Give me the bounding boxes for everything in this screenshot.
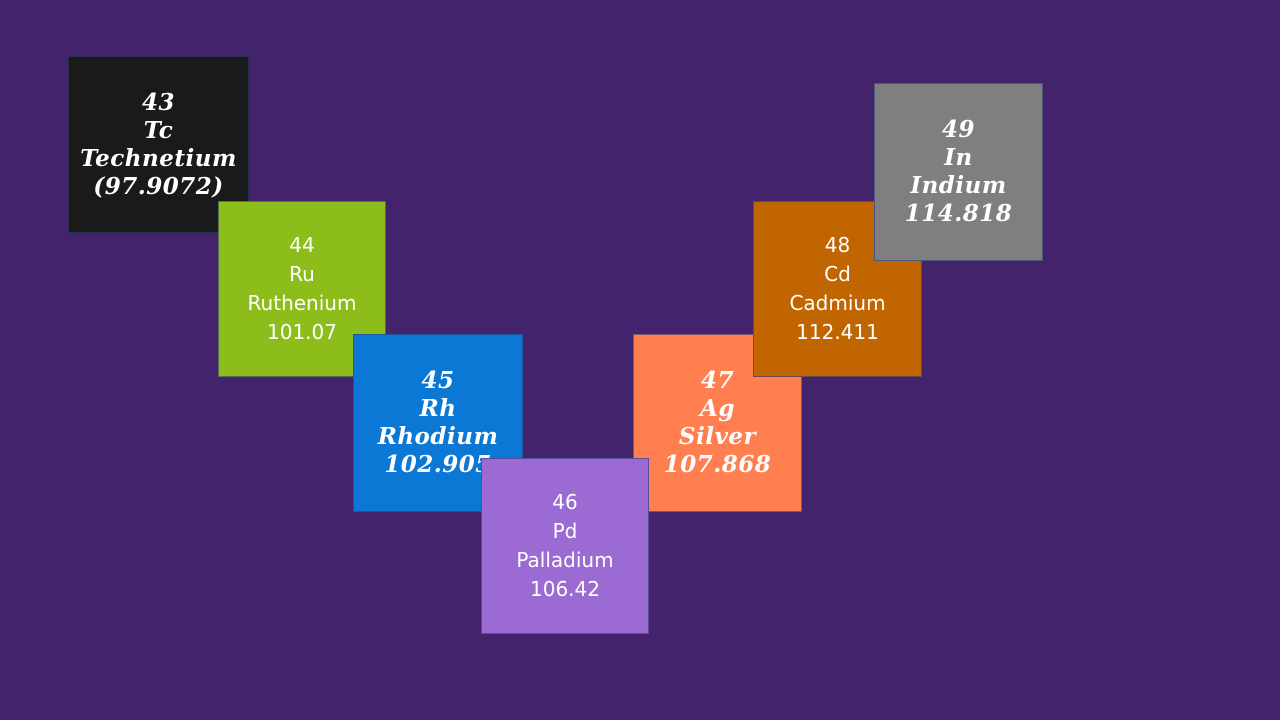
element-tile-ruthenium: 44 Ru Ruthenium 101.07	[218, 201, 386, 377]
element-tile-cadmium: 48 Cd Cadmium 112.411	[753, 201, 922, 377]
element-tile-technetium: 43 Tc Technetium (97.9072)	[68, 56, 249, 233]
atomic-mass: 101.07	[267, 320, 337, 344]
atomic-mass: 112.411	[796, 320, 879, 344]
element-name: Technetium	[80, 144, 237, 172]
atomic-number: 43	[141, 88, 175, 116]
atomic-mass: 102.905	[384, 451, 492, 478]
element-tile-indium: 49 In Indium 114.818	[874, 83, 1043, 261]
element-tile-palladium: 46 Pd Palladium 106.42	[481, 458, 649, 634]
atomic-mass: (97.9072)	[93, 172, 224, 200]
element-symbol: Ru	[289, 262, 315, 286]
element-symbol: In	[944, 144, 973, 171]
atomic-number: 44	[289, 233, 315, 257]
element-name: Palladium	[516, 548, 614, 572]
element-name: Silver	[678, 423, 757, 450]
element-symbol: Cd	[824, 262, 851, 286]
element-symbol: Pd	[552, 519, 578, 543]
element-name: Indium	[910, 172, 1007, 199]
atomic-mass: 107.868	[663, 451, 772, 478]
element-symbol: Tc	[143, 116, 174, 144]
atomic-number: 48	[824, 233, 851, 257]
element-tile-rhodium: 45 Rh Rhodium 102.905	[353, 334, 523, 512]
element-name: Rhodium	[377, 423, 499, 450]
atomic-number: 45	[421, 367, 455, 394]
element-name: Ruthenium	[247, 291, 357, 315]
atomic-mass: 106.42	[530, 577, 600, 601]
element-symbol: Ag	[700, 395, 735, 422]
element-name: Cadmium	[789, 291, 886, 315]
atomic-number: 47	[700, 367, 734, 394]
atomic-number: 46	[552, 490, 578, 514]
element-symbol: Rh	[419, 395, 457, 422]
atomic-mass: 114.818	[904, 200, 1013, 227]
atomic-number: 49	[941, 116, 975, 143]
